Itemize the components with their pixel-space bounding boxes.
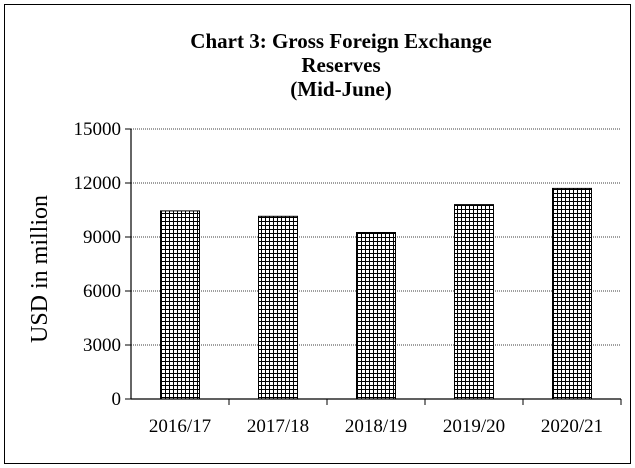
chart-frame: Chart 3: Gross Foreign Exchange Reserves… (4, 4, 631, 464)
chart-svg: Chart 3: Gross Foreign Exchange Reserves… (27, 29, 622, 437)
bars (160, 187, 592, 400)
x-tick-label: 2020/21 (541, 416, 603, 437)
y-tick-labels: 0 3000 6000 9000 12000 15000 (74, 119, 122, 410)
bar-2017-18 (258, 215, 298, 400)
y-tick-label: 0 (112, 389, 122, 410)
y-tick-label: 15000 (74, 119, 122, 140)
bar-2019-20 (454, 204, 494, 400)
x-tick-label: 2016/17 (149, 416, 211, 437)
x-tick-label: 2018/19 (345, 416, 407, 437)
axes (130, 129, 621, 400)
y-tick-label: 3000 (83, 335, 121, 356)
bar-2018-19 (356, 232, 396, 400)
y-tick-label: 6000 (83, 281, 121, 302)
bar-2020-21 (552, 187, 592, 400)
y-tick-label: 9000 (83, 227, 121, 248)
y-axis-title: USD in million (27, 195, 53, 343)
chart-title-line-3: (Mid-June) (290, 77, 392, 101)
x-tick-label: 2019/20 (443, 416, 505, 437)
bar-2016-17 (160, 210, 200, 400)
chart-title-line-1: Chart 3: Gross Foreign Exchange (190, 29, 491, 53)
chart-title-line-2: Reserves (301, 53, 380, 77)
y-tick-label: 12000 (74, 173, 122, 194)
x-tick-label: 2017/18 (247, 416, 309, 437)
x-tick-labels: 2016/17 2017/18 2018/19 2019/20 2020/21 (149, 416, 603, 437)
